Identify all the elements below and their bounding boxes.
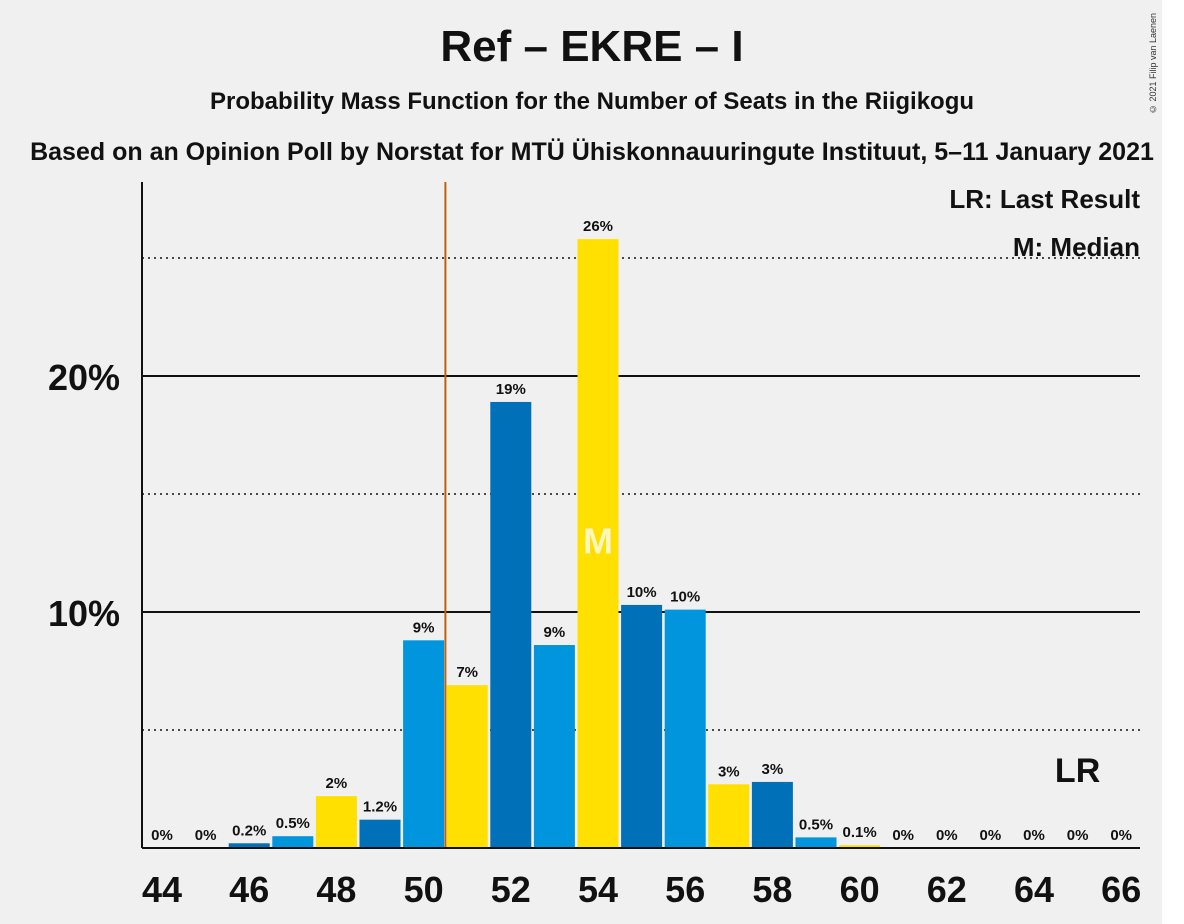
bar-value-label: 10% [670, 589, 700, 606]
bar-value-label: 0% [151, 827, 173, 844]
legend-median: M: Median [1012, 232, 1140, 262]
x-tick-label: 54 [578, 869, 618, 910]
bar [315, 796, 357, 848]
bar-value-label: 10% [627, 584, 657, 601]
x-tick-label: 52 [491, 869, 531, 910]
bar [664, 609, 706, 848]
bar [751, 781, 793, 848]
bar-value-label: 1.2% [363, 799, 397, 816]
bar-value-label: 9% [544, 624, 566, 641]
bar [490, 401, 532, 848]
bar [446, 685, 488, 848]
bar [533, 645, 575, 848]
x-tick-label: 66 [1101, 869, 1141, 910]
x-tick-label: 64 [1014, 869, 1054, 910]
chart-title: Ref – EKRE – I [440, 22, 744, 71]
bar-value-label: 7% [456, 664, 478, 681]
bar [228, 843, 270, 848]
bar-value-label: 0% [980, 827, 1002, 844]
bar-value-label: 9% [413, 619, 435, 636]
bar-value-label: 19% [496, 381, 526, 398]
bar-value-label: 26% [583, 218, 613, 235]
x-tick-label: 44 [142, 869, 182, 910]
y-tick-label: 20% [48, 357, 120, 398]
y-tick-label: 10% [48, 593, 120, 634]
bar-value-label: 0% [1110, 827, 1132, 844]
x-tick-label: 48 [316, 869, 356, 910]
chart-source-line: Based on an Opinion Poll by Norstat for … [30, 138, 1154, 166]
x-tick-label: 60 [840, 869, 880, 910]
x-tick-label: 62 [927, 869, 967, 910]
bar-value-label: 0.2% [232, 822, 266, 839]
bar [272, 836, 314, 848]
bar-value-label: 0% [892, 827, 914, 844]
bar [577, 239, 619, 848]
chart-subtitle: Probability Mass Function for the Number… [209, 88, 975, 115]
x-tick-label: 58 [752, 869, 792, 910]
bar-value-label: 0.1% [842, 824, 876, 841]
x-tick-label: 50 [404, 869, 444, 910]
bar [839, 845, 881, 848]
x-tick-label: 46 [229, 869, 269, 910]
bar-value-label: 3% [718, 763, 740, 780]
bar [795, 837, 837, 848]
bar [621, 604, 663, 848]
legend-last-result: LR: Last Result [949, 184, 1140, 214]
bar-value-label: 2% [326, 775, 348, 792]
bar-value-label: 0.5% [276, 815, 310, 832]
bar-value-label: 0.5% [799, 816, 833, 833]
median-marker: M [583, 521, 613, 562]
last-result-label: LR [1055, 752, 1100, 790]
bar [708, 784, 750, 848]
bar-value-label: 3% [762, 761, 784, 778]
bar-value-label: 0% [1067, 827, 1089, 844]
bar [359, 819, 401, 848]
bar-value-label: 0% [1023, 827, 1045, 844]
bar [403, 640, 445, 848]
bar-value-label: 0% [936, 827, 958, 844]
bar-value-label: 0% [195, 827, 217, 844]
x-tick-label: 56 [665, 869, 705, 910]
